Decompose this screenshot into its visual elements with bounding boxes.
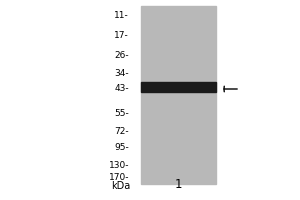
Bar (141, 6, 216, 184)
Text: 55-: 55- (114, 108, 129, 117)
Text: 34-: 34- (114, 68, 129, 77)
Text: 43-: 43- (114, 84, 129, 93)
Text: 26-: 26- (114, 51, 129, 60)
Text: 95-: 95- (114, 142, 129, 152)
Bar (141, 82, 216, 92)
Text: 11-: 11- (114, 11, 129, 21)
Text: 130-: 130- (109, 160, 129, 170)
Text: 17-: 17- (114, 30, 129, 40)
Text: 1: 1 (175, 178, 182, 191)
Text: 72-: 72- (114, 127, 129, 136)
Text: kDa: kDa (111, 181, 130, 191)
Text: 170-: 170- (109, 172, 129, 182)
